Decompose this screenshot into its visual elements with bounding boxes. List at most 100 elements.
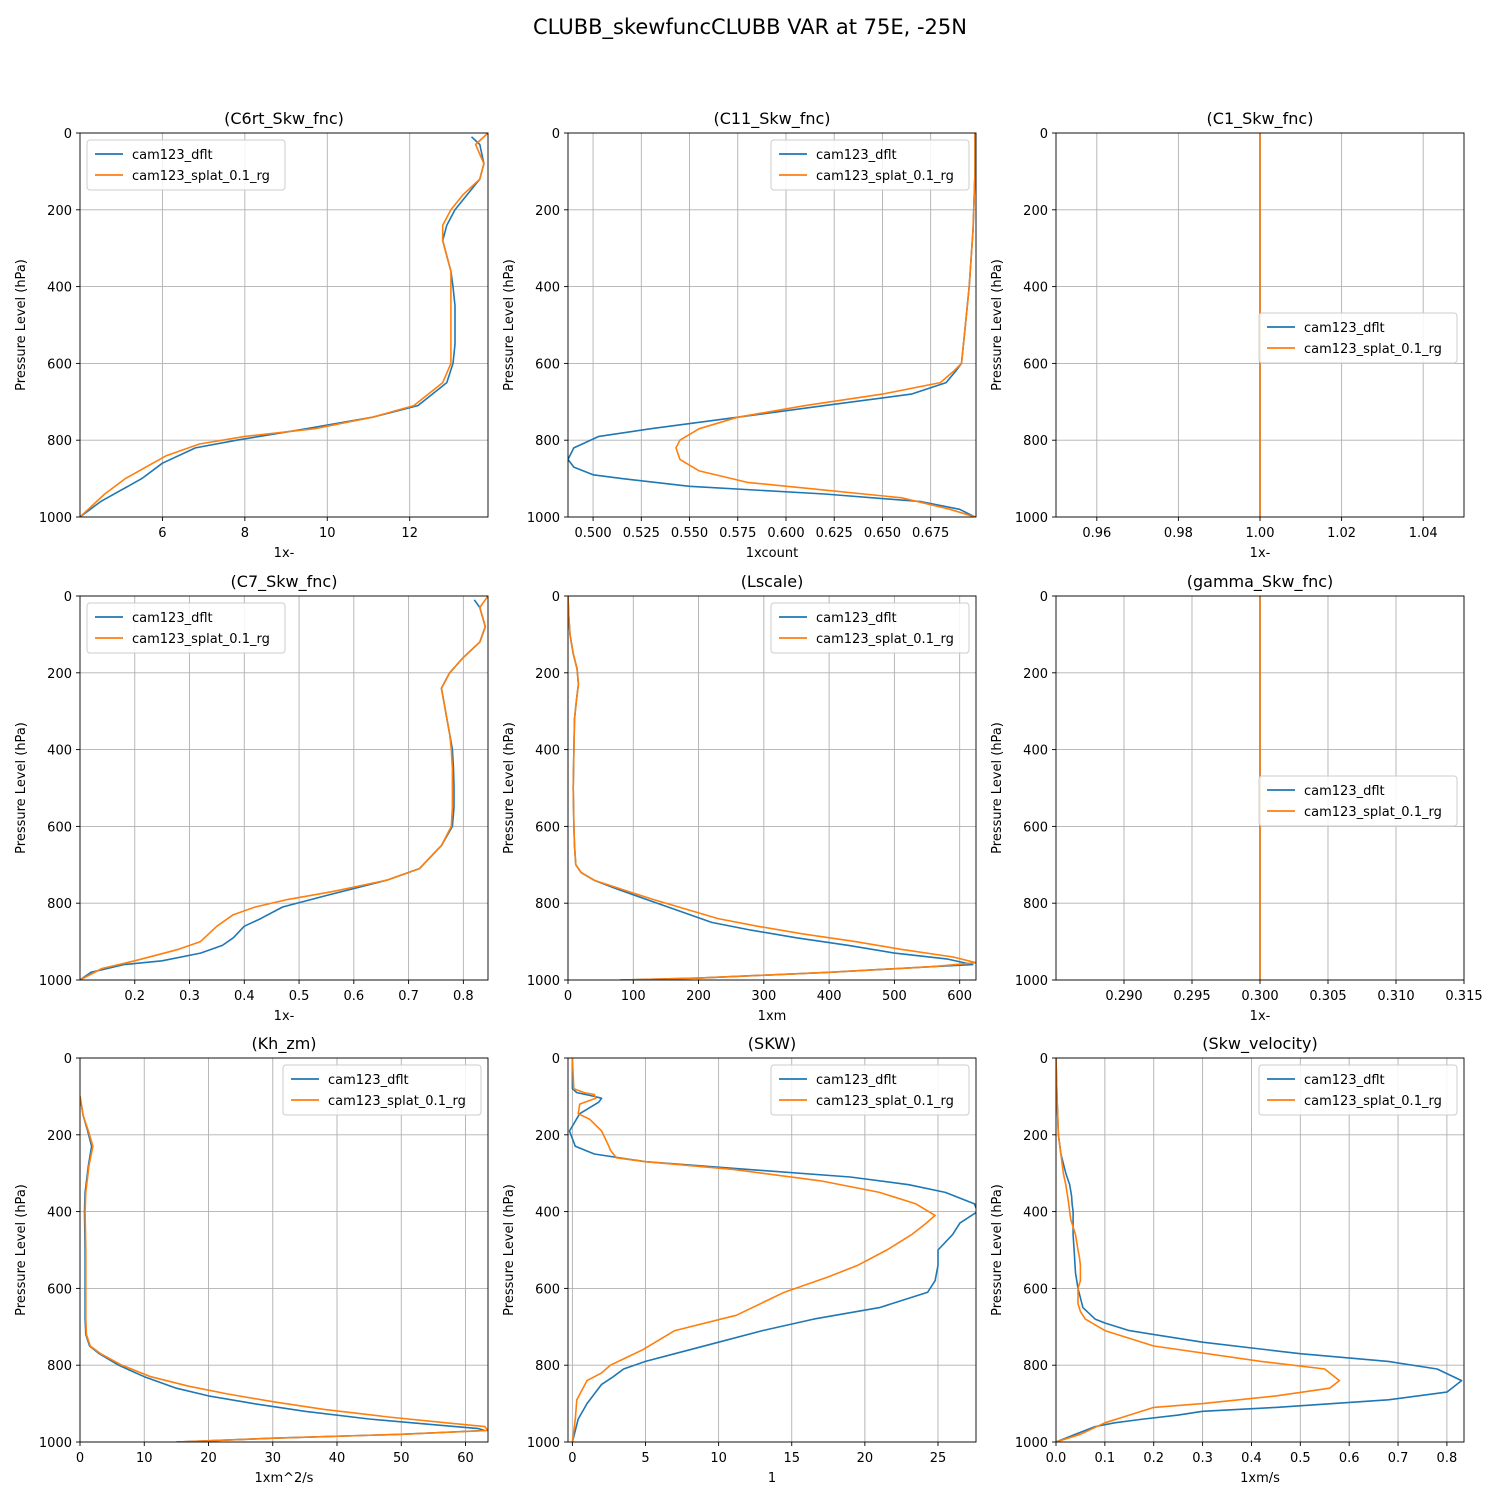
y-tick-label: 1000 bbox=[527, 511, 560, 526]
x-tick-label: 0.500 bbox=[574, 526, 611, 541]
x-tick-label: 0.7 bbox=[398, 989, 419, 1004]
subplot-title: (C7_Skw_fnc) bbox=[231, 572, 338, 592]
x-tick-label: 1.04 bbox=[1409, 526, 1438, 541]
legend-box bbox=[1258, 775, 1458, 827]
x-tick-label: 0.575 bbox=[719, 526, 756, 541]
y-tick-label: 600 bbox=[47, 820, 72, 835]
legend: cam123_dflt cam123_splat_0.1_rg bbox=[282, 1064, 482, 1116]
x-axis-label: 1xm^2/s bbox=[255, 1471, 314, 1486]
y-axis-label: Pressure Level (hPa) bbox=[14, 722, 29, 854]
x-tick-label: 12 bbox=[401, 526, 418, 541]
legend: cam123_dflt cam123_splat_0.1_rg bbox=[86, 602, 286, 654]
y-tick-label: 200 bbox=[47, 667, 72, 682]
y-tick-label: 600 bbox=[1023, 357, 1048, 372]
x-tick-label: 0 bbox=[564, 989, 572, 1004]
subplot-5: 0 100 200 300 400 500 600 0 200 400 600 800 1000 (Lsc… bbox=[502, 572, 977, 1024]
x-tick-label: 50 bbox=[393, 1451, 410, 1466]
legend-label: cam123_splat_0.1_rg bbox=[816, 632, 954, 647]
x-tick-label: 10 bbox=[319, 526, 336, 541]
y-tick-label: 200 bbox=[535, 1129, 560, 1144]
x-tick-label: 1.00 bbox=[1246, 526, 1275, 541]
legend-box bbox=[282, 1064, 482, 1116]
y-tick-label: 0 bbox=[1040, 590, 1048, 605]
legend: cam123_dflt cam123_splat_0.1_rg bbox=[86, 139, 286, 191]
y-axis-label: Pressure Level (hPa) bbox=[990, 1184, 1005, 1316]
legend-label: cam123_dflt bbox=[132, 611, 213, 626]
y-tick-label: 400 bbox=[535, 1206, 560, 1221]
y-tick-label: 200 bbox=[1023, 667, 1048, 682]
x-tick-label: 10 bbox=[136, 1451, 153, 1466]
x-tick-label: 0.0 bbox=[1046, 1451, 1067, 1466]
legend-box bbox=[86, 602, 286, 654]
x-tick-label: 100 bbox=[621, 989, 646, 1004]
y-tick-label: 200 bbox=[47, 1129, 72, 1144]
y-axis-label: Pressure Level (hPa) bbox=[14, 259, 29, 391]
legend-label: cam123_splat_0.1_rg bbox=[1304, 342, 1442, 357]
subplot-title: (Skw_velocity) bbox=[1202, 1034, 1318, 1054]
x-tick-label: 15 bbox=[783, 1451, 800, 1466]
plot-frame bbox=[1055, 1057, 1465, 1443]
subplot-6: 0.290 0.295 0.300 0.305 0.310 0.315 0 200 400 600… bbox=[990, 572, 1483, 1024]
x-tick-label: 0.290 bbox=[1105, 989, 1142, 1004]
x-tick-label: 0.550 bbox=[671, 526, 708, 541]
y-tick-label: 1000 bbox=[527, 974, 560, 989]
legend-label: cam123_dflt bbox=[816, 148, 897, 163]
x-tick-label: 0.295 bbox=[1173, 989, 1210, 1004]
y-axis-label: Pressure Level (hPa) bbox=[14, 1184, 29, 1316]
legend-box bbox=[770, 1064, 970, 1116]
y-tick-label: 0 bbox=[64, 127, 72, 142]
series-line-dflt bbox=[80, 1096, 486, 1442]
plot-frame bbox=[79, 595, 489, 981]
x-tick-label: 0.7 bbox=[1388, 1451, 1409, 1466]
x-tick-label: 25 bbox=[930, 1451, 947, 1466]
subplot-4: 0.2 0.3 0.4 0.5 0.6 0.7 0.8 0 200 400 600 800 1000 (C… bbox=[14, 572, 489, 1024]
x-axis-label: 1x- bbox=[274, 1009, 295, 1024]
subplot-title: (Lscale) bbox=[741, 572, 804, 591]
legend-label: cam123_splat_0.1_rg bbox=[816, 1094, 954, 1109]
subplot-9: 0.0 0.1 0.2 0.3 0.4 0.5 0.6 0.7 0.8 0 200 400 600 800… bbox=[990, 1034, 1465, 1486]
y-tick-label: 0 bbox=[64, 1052, 72, 1067]
series-line-splat bbox=[571, 1058, 936, 1442]
y-tick-label: 600 bbox=[535, 357, 560, 372]
x-tick-label: 0.525 bbox=[623, 526, 660, 541]
x-axis-label: 1xm/s bbox=[1240, 1471, 1280, 1486]
x-tick-label: 0.315 bbox=[1445, 989, 1482, 1004]
legend: cam123_dflt cam123_splat_0.1_rg bbox=[1258, 312, 1458, 364]
subplot-3: 0.96 0.98 1.00 1.02 1.04 0 200 400 600 800 1000 (C1… bbox=[990, 109, 1465, 561]
x-tick-label: 0.4 bbox=[1241, 1451, 1262, 1466]
y-tick-label: 0 bbox=[1040, 127, 1048, 142]
plot-frame bbox=[567, 132, 977, 518]
plot-frame bbox=[79, 1057, 489, 1443]
y-tick-label: 0 bbox=[64, 590, 72, 605]
legend-label: cam123_dflt bbox=[328, 1073, 409, 1088]
y-tick-label: 400 bbox=[47, 281, 72, 296]
y-axis-label: Pressure Level (hPa) bbox=[502, 1184, 517, 1316]
legend-label: cam123_dflt bbox=[816, 1073, 897, 1088]
x-tick-label: 0.675 bbox=[912, 526, 949, 541]
x-tick-label: 0.96 bbox=[1082, 526, 1111, 541]
legend-label: cam123_splat_0.1_rg bbox=[132, 632, 270, 647]
x-axis-label: 1x- bbox=[1250, 546, 1271, 561]
x-tick-label: 8 bbox=[241, 526, 249, 541]
y-tick-label: 0 bbox=[552, 590, 560, 605]
series-line-splat bbox=[568, 596, 976, 980]
y-tick-label: 800 bbox=[47, 1359, 72, 1374]
x-tick-label: 0 bbox=[568, 1451, 576, 1466]
legend-box bbox=[770, 602, 970, 654]
x-tick-label: 0.6 bbox=[343, 989, 364, 1004]
y-tick-label: 800 bbox=[1023, 897, 1048, 912]
x-tick-label: 40 bbox=[329, 1451, 346, 1466]
y-tick-label: 1000 bbox=[1015, 1436, 1048, 1451]
legend-label: cam123_dflt bbox=[816, 611, 897, 626]
y-tick-label: 800 bbox=[535, 434, 560, 449]
x-tick-label: 0.6 bbox=[1339, 1451, 1360, 1466]
x-tick-label: 0 bbox=[76, 1451, 84, 1466]
series-line-dflt bbox=[568, 133, 976, 517]
y-tick-label: 400 bbox=[47, 1206, 72, 1221]
x-tick-label: 0.98 bbox=[1164, 526, 1193, 541]
x-tick-label: 0.600 bbox=[767, 526, 804, 541]
x-axis-label: 1x- bbox=[1250, 1009, 1271, 1024]
y-axis-label: Pressure Level (hPa) bbox=[990, 722, 1005, 854]
series-line-dflt bbox=[80, 599, 487, 980]
y-tick-label: 400 bbox=[1023, 281, 1048, 296]
